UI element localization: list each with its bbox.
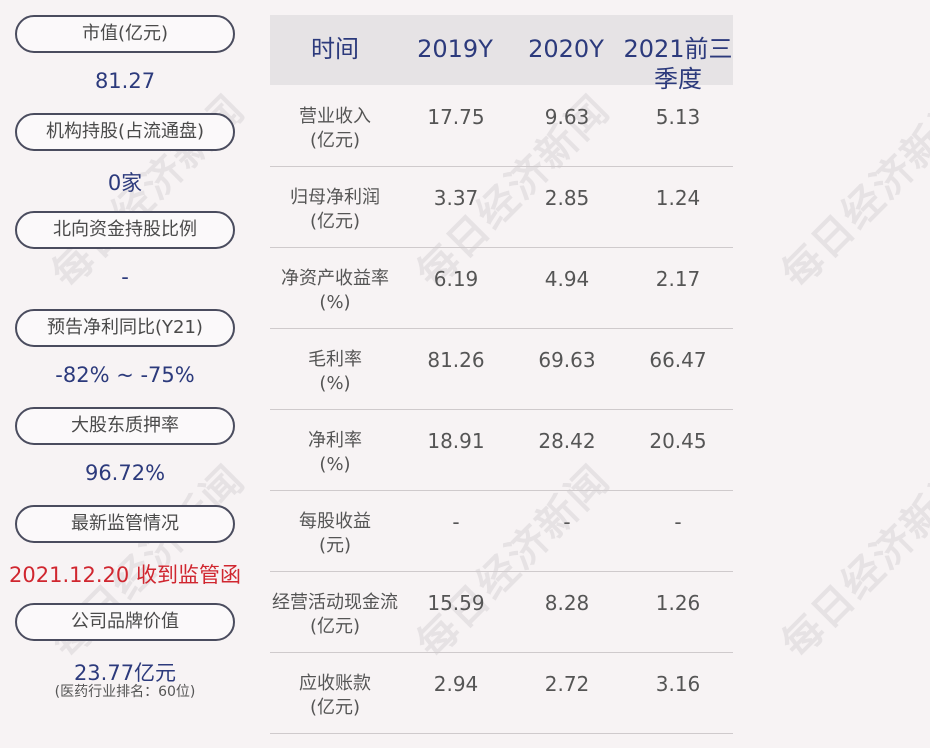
row-label: 毛利率 (%) [308, 349, 362, 394]
row-label: 净资产收益率 (%) [281, 268, 389, 313]
row-value: 1.24 [655, 186, 701, 210]
row-value: 9.63 [544, 105, 590, 129]
metric-label: 北向资金持股比例 [15, 211, 235, 249]
row-value: 15.59 [427, 591, 485, 615]
metric-value: -82% ~ -75% [55, 363, 195, 387]
header-2020: 2020Y [528, 35, 604, 63]
metric-label: 公司品牌价值 [15, 603, 235, 641]
row-value: 2.94 [433, 672, 479, 696]
metric-value: 81.27 [94, 69, 156, 93]
row-value: 28.42 [538, 429, 596, 453]
row-value: 69.63 [538, 348, 596, 372]
table-row: 归母净利润 (亿元) 3.37 2.85 1.24 [270, 166, 733, 248]
table-header: 时间 2019Y 2020Y 2021前三季度 [270, 15, 733, 93]
metric-label: 最新监管情况 [15, 505, 235, 543]
row-value: 20.45 [649, 429, 707, 453]
table-row: 应收账款 (亿元) 2.94 2.72 3.16 [270, 652, 733, 734]
row-value: 8.28 [544, 591, 590, 615]
metric-value: 96.72% [84, 461, 166, 485]
row-value: - [674, 510, 682, 534]
table-row: 营业收入 (亿元) 17.75 9.63 5.13 [270, 85, 733, 167]
metric-subtext: (医药行业排名：60位) [54, 684, 196, 700]
row-value: 18.91 [427, 429, 485, 453]
metric-label: 机构持股(占流通盘) [15, 113, 235, 151]
row-value: - [452, 510, 460, 534]
row-value: 3.37 [433, 186, 479, 210]
header-2019: 2019Y [417, 35, 493, 63]
header-2021q3: 2021前三季度 [623, 35, 733, 93]
row-value: 5.13 [655, 105, 701, 129]
metric-value: 23.77亿元 [73, 661, 177, 685]
row-value: 2.17 [655, 267, 701, 291]
metric-label: 大股东质押率 [15, 407, 235, 445]
watermark: 每日经济新闻 [773, 456, 930, 668]
table-row: 每股收益 (元) - - - [270, 490, 733, 572]
metric-label: 预告净利同比(Y21) [15, 309, 235, 347]
row-value: 66.47 [649, 348, 707, 372]
row-value: 3.16 [655, 672, 701, 696]
row-label: 营业收入 (亿元) [299, 106, 371, 151]
header-period: 时间 [311, 35, 359, 63]
row-label: 应收账款 (亿元) [299, 673, 371, 718]
table-row: 净资产收益率 (%) 6.19 4.94 2.17 [270, 247, 733, 329]
table-row: 净利率 (%) 18.91 28.42 20.45 [270, 409, 733, 491]
metric-value: 0家 [107, 171, 143, 195]
row-value: 1.26 [655, 591, 701, 615]
row-label: 净利率 (%) [308, 430, 362, 475]
row-label: 每股收益 (元) [299, 511, 371, 556]
row-value: 4.94 [544, 267, 590, 291]
row-value: - [563, 510, 571, 534]
row-value: 2.72 [544, 672, 590, 696]
row-value: 17.75 [427, 105, 485, 129]
metric-value: 2021.12.20 收到监管函 [9, 563, 241, 587]
table-row: 毛利率 (%) 81.26 69.63 66.47 [270, 328, 733, 410]
row-value: 2.85 [544, 186, 590, 210]
row-value: 81.26 [427, 348, 485, 372]
row-label: 归母净利润 (亿元) [290, 187, 380, 232]
metric-value: - [121, 265, 129, 289]
row-label: 经营活动现金流 (亿元) [272, 592, 398, 637]
table-row: 经营活动现金流 (亿元) 15.59 8.28 1.26 [270, 571, 733, 653]
row-value: 6.19 [433, 267, 479, 291]
watermark: 每日经济新闻 [773, 86, 930, 298]
metric-label: 市值(亿元) [15, 15, 235, 53]
